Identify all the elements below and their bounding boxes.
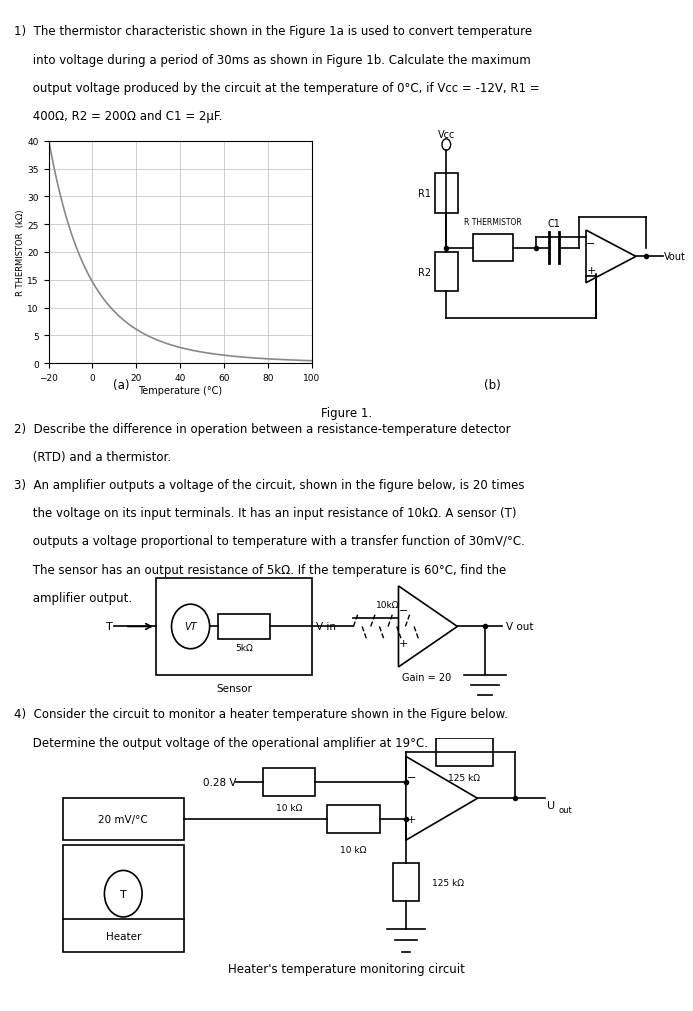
Bar bbox=[63, 845, 184, 952]
Text: R2: R2 bbox=[418, 268, 431, 277]
Text: 400Ω, R2 = 200Ω and C1 = 2μF.: 400Ω, R2 = 200Ω and C1 = 2μF. bbox=[14, 110, 222, 123]
Text: V in: V in bbox=[316, 622, 335, 632]
Bar bbox=[435, 174, 458, 213]
Bar bbox=[156, 578, 312, 675]
Text: 10 kΩ: 10 kΩ bbox=[340, 845, 367, 854]
Text: 4)  Consider the circuit to monitor a heater temperature shown in the Figure bel: 4) Consider the circuit to monitor a hea… bbox=[14, 708, 508, 721]
Bar bbox=[218, 615, 270, 639]
Text: (a): (a) bbox=[113, 379, 130, 392]
Text: Vout: Vout bbox=[664, 252, 686, 262]
Text: The sensor has an output resistance of 5kΩ. If the temperature is 60°C, find the: The sensor has an output resistance of 5… bbox=[14, 563, 506, 576]
Text: R THERMISTOR: R THERMISTOR bbox=[464, 217, 522, 226]
Text: U: U bbox=[547, 801, 555, 811]
Text: into voltage during a period of 30ms as shown in Figure 1b. Calculate the maximu: into voltage during a period of 30ms as … bbox=[14, 54, 531, 67]
Text: Sensor: Sensor bbox=[216, 683, 252, 694]
Text: +: + bbox=[399, 638, 408, 648]
Text: Gain = 20: Gain = 20 bbox=[401, 672, 451, 682]
Text: 125 kΩ: 125 kΩ bbox=[432, 878, 464, 887]
Text: 3)  An amplifier outputs a voltage of the circuit, shown in the figure below, is: 3) An amplifier outputs a voltage of the… bbox=[14, 478, 525, 491]
Text: output voltage produced by the circuit at the temperature of 0°C, if Vcc = -12V,: output voltage produced by the circuit a… bbox=[14, 82, 539, 95]
Text: Heater's temperature monitoring circuit: Heater's temperature monitoring circuit bbox=[228, 962, 465, 976]
Bar bbox=[473, 236, 513, 262]
Text: 10kΩ: 10kΩ bbox=[376, 601, 400, 609]
Text: 125 kΩ: 125 kΩ bbox=[448, 772, 480, 782]
X-axis label: Temperature (°C): Temperature (°C) bbox=[138, 385, 222, 395]
Text: +: + bbox=[407, 815, 416, 824]
Text: out: out bbox=[559, 806, 572, 815]
Text: Determine the output voltage of the operational amplifier at 19°C.: Determine the output voltage of the oper… bbox=[14, 736, 428, 749]
Text: 5kΩ: 5kΩ bbox=[236, 643, 253, 652]
Text: (RTD) and a thermistor.: (RTD) and a thermistor. bbox=[14, 451, 171, 464]
Text: amplifier output.: amplifier output. bbox=[14, 591, 132, 605]
Bar bbox=[393, 863, 419, 901]
Bar bbox=[435, 253, 458, 292]
Text: −: − bbox=[407, 772, 416, 783]
Text: T: T bbox=[106, 622, 112, 632]
Text: R1: R1 bbox=[418, 189, 431, 198]
Text: Vcc: Vcc bbox=[437, 129, 455, 140]
Text: outputs a voltage proportional to temperature with a transfer function of 30mV/°: outputs a voltage proportional to temper… bbox=[14, 535, 525, 548]
Text: 1)  The thermistor characteristic shown in the Figure 1a is used to convert temp: 1) The thermistor characteristic shown i… bbox=[14, 25, 532, 38]
Text: T: T bbox=[120, 889, 127, 899]
Text: 2)  Describe the difference in operation between a resistance-temperature detect: 2) Describe the difference in operation … bbox=[14, 423, 511, 436]
Text: Heater: Heater bbox=[105, 931, 141, 940]
Bar bbox=[263, 768, 315, 797]
Text: (b): (b) bbox=[484, 379, 500, 392]
Text: 0.28 V: 0.28 V bbox=[203, 777, 236, 788]
Text: the voltage on its input terminals. It has an input resistance of 10kΩ. A sensor: the voltage on its input terminals. It h… bbox=[14, 507, 516, 520]
Text: +: + bbox=[586, 265, 596, 275]
Text: VT: VT bbox=[184, 622, 197, 632]
Text: −: − bbox=[586, 239, 596, 249]
Bar bbox=[63, 799, 184, 840]
Text: 20 mV/°C: 20 mV/°C bbox=[98, 815, 148, 824]
Text: Figure 1.: Figure 1. bbox=[321, 406, 372, 420]
Bar bbox=[327, 806, 380, 833]
Text: 10 kΩ: 10 kΩ bbox=[276, 803, 302, 812]
Bar bbox=[436, 738, 493, 766]
Text: −: − bbox=[399, 606, 408, 616]
Text: V out: V out bbox=[506, 622, 534, 632]
Text: C1: C1 bbox=[548, 219, 561, 229]
Y-axis label: R THERMISTOR  (kΩ): R THERMISTOR (kΩ) bbox=[15, 209, 24, 296]
